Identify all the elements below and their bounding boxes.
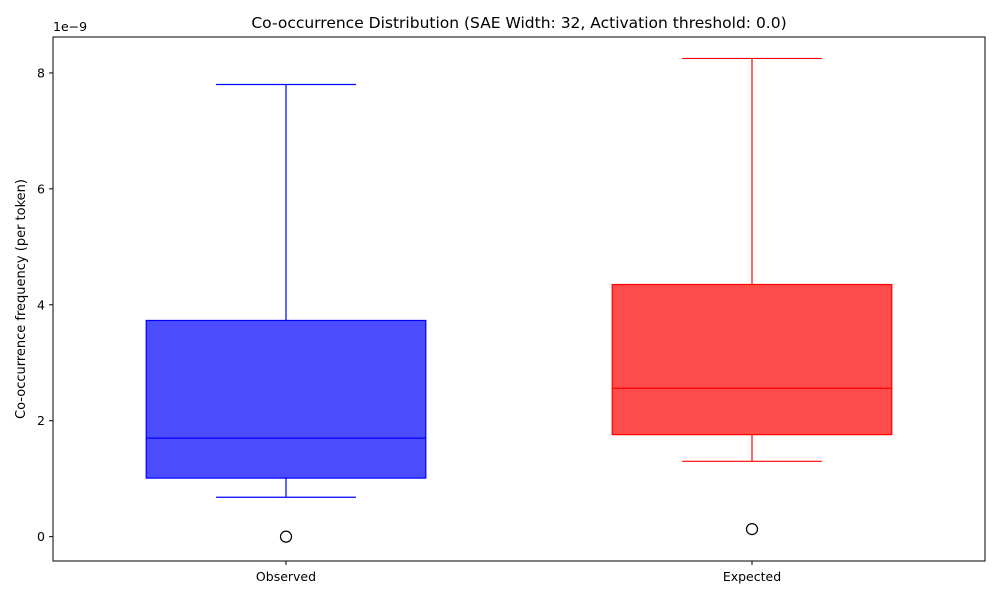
x-tick-label: Observed [256,569,316,584]
x-tick-label: Expected [723,569,781,584]
outlier-point [745,523,759,536]
box-group-expected [611,57,893,536]
box-group-observed [145,83,427,543]
chart-title: Co-occurrence Distribution (SAE Width: 3… [251,14,786,32]
y-tick-label: 2 [37,413,45,428]
y-tick-label: 4 [37,297,45,312]
y-offset-label: 1e−9 [53,19,87,34]
y-tick-label: 0 [37,529,45,544]
axes-frame [52,36,986,562]
box-iqr [611,283,893,436]
y-tick-label: 6 [37,181,45,196]
y-tick-label: 8 [37,65,45,80]
y-axis-label: Co-occurrence frequency (per token) [14,179,29,419]
box-iqr [145,319,427,479]
outlier-point [279,530,293,543]
